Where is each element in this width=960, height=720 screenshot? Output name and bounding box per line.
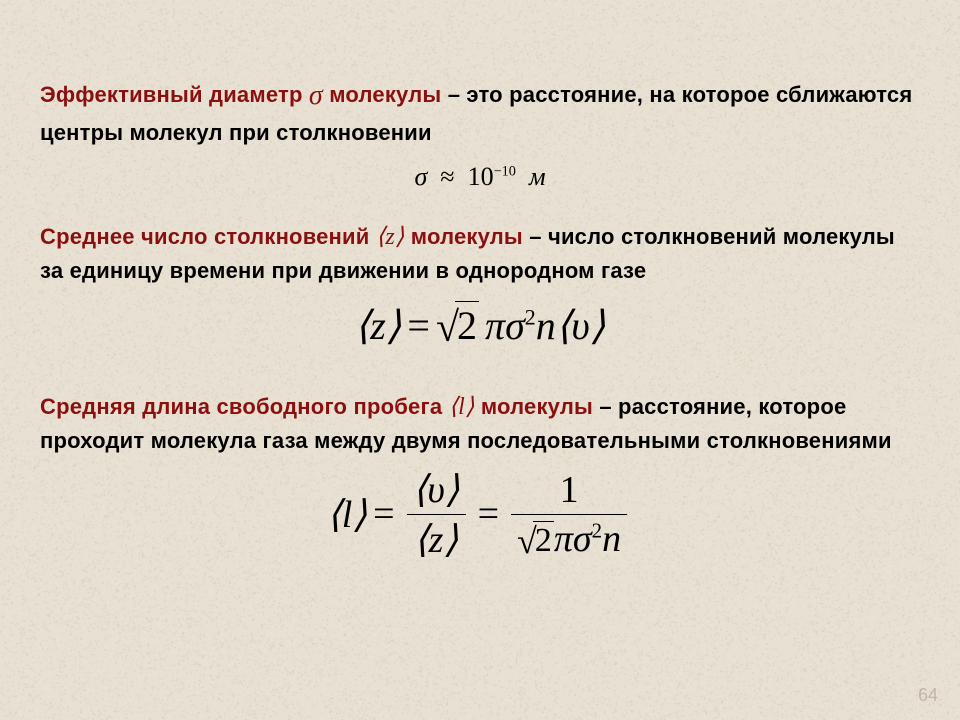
- slide-content: Эффективный диаметр σ молекулы – это рас…: [0, 0, 960, 720]
- formula2-radicand: 2: [455, 301, 479, 349]
- heading-2-post: молекулы: [404, 224, 522, 249]
- formula-sigma-value: σ ≈ 10−10 м: [40, 162, 920, 192]
- heading-2-pre: Среднее число столкновений: [40, 224, 376, 249]
- formula1-unit: м: [529, 162, 546, 191]
- formula3-frac1: ⟨υ⟩ ⟨z⟩: [407, 467, 466, 562]
- formula2-factors: πσ2n⟨υ⟩: [485, 302, 605, 349]
- formula1-rel: ≈: [440, 162, 454, 191]
- formula3-den-rest: πσ2n: [554, 518, 621, 560]
- heading-1-pre: Эффективный диаметр: [40, 82, 309, 107]
- formula3-rel2: =: [478, 492, 499, 536]
- formula2-lhs: ⟨z⟩: [355, 302, 402, 349]
- formula2-rel: =: [407, 302, 430, 349]
- formula3-frac1-den: ⟨z⟩: [407, 514, 466, 562]
- sigma-symbol: σ: [309, 80, 323, 111]
- formula3-radicand: 2: [533, 521, 554, 560]
- formula1-lhs: σ: [414, 162, 427, 191]
- heading-3-post: молекулы: [475, 394, 593, 419]
- heading-1-post: молекулы: [323, 82, 441, 107]
- heading-3: Средняя длина свободного пробега ⟨l⟩ мол…: [40, 394, 599, 419]
- formula3-frac2-num: 1: [511, 468, 627, 514]
- formula3-rel1: =: [373, 492, 394, 536]
- definition-collision-count: Среднее число столкновений ⟨z⟩ молекулы …: [40, 220, 920, 287]
- definition-effective-diameter: Эффективный диаметр σ молекулы – это рас…: [40, 76, 920, 148]
- heading-3-pre: Средняя длина свободного пробега: [40, 394, 449, 419]
- l-symbol: ⟨l⟩: [449, 394, 475, 420]
- formula2-sqrt: 2: [436, 301, 479, 350]
- page-number: 64: [918, 685, 938, 706]
- formula-mean-free-path: ⟨l⟩ = ⟨υ⟩ ⟨z⟩ = 1 2πσ2n: [40, 467, 920, 562]
- formula1-base: 10: [468, 162, 494, 191]
- definition-mean-free-path: Средняя длина свободного пробега ⟨l⟩ мол…: [40, 390, 920, 457]
- formula3-frac1-num: ⟨υ⟩: [407, 467, 466, 514]
- formula1-exp: −10: [494, 164, 516, 180]
- heading-1: Эффективный диаметр σ молекулы: [40, 82, 448, 107]
- formula3-frac2: 1 2πσ2n: [511, 468, 627, 561]
- formula3-lhs: ⟨l⟩: [327, 492, 367, 537]
- formula3-sqrt: 2: [517, 518, 554, 560]
- formula-collision-count: ⟨z⟩ = 2πσ2n⟨υ⟩: [40, 301, 920, 350]
- heading-2: Среднее число столкновений ⟨z⟩ молекулы: [40, 224, 529, 249]
- z-symbol: ⟨z⟩: [376, 224, 405, 250]
- formula3-frac2-den: 2πσ2n: [511, 514, 627, 561]
